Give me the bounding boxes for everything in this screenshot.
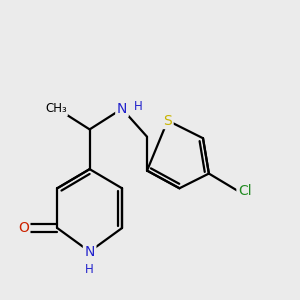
Text: Cl: Cl	[238, 184, 252, 198]
Text: H: H	[85, 263, 94, 276]
Text: N: N	[85, 244, 95, 259]
Text: CH₃: CH₃	[45, 102, 67, 115]
Text: N: N	[117, 102, 127, 116]
Text: S: S	[163, 114, 172, 128]
Text: H: H	[134, 100, 142, 113]
Text: O: O	[18, 221, 29, 235]
